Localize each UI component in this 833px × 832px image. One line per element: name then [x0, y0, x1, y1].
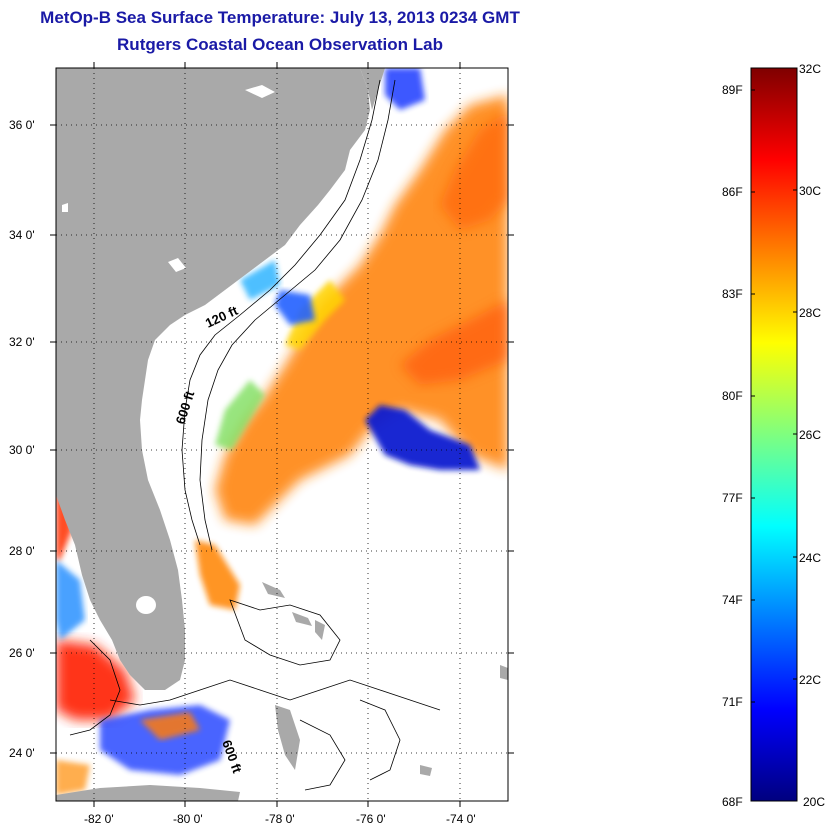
map-border — [55, 67, 509, 802]
colorbar-c-28: 28C — [799, 306, 822, 320]
colorbar-ticks — [751, 67, 797, 703]
colorbar-f-86: 86F — [722, 185, 743, 199]
colorbar-c-32: 32C — [799, 62, 822, 76]
map-subtitle: Rutgers Coastal Ocean Observation Lab — [117, 35, 443, 54]
colorbar-f-80: 80F — [722, 389, 743, 403]
colorbar-f-74: 74F — [722, 593, 743, 607]
graticule — [56, 68, 508, 801]
colorbar-f-89: 89F — [722, 83, 743, 97]
lat-label-26: 26 0' — [9, 646, 35, 660]
colorbar-f-83: 83F — [722, 287, 743, 301]
lon-label-74: -74 0' — [446, 812, 476, 826]
lakes-layer — [62, 85, 275, 614]
lon-label-78: -78 0' — [265, 812, 295, 826]
lat-label-24: 24 0' — [9, 746, 35, 760]
colorbar-c-26: 26C — [799, 428, 822, 442]
colorbar-c-20: 20C — [803, 795, 826, 809]
lat-label-30: 30 0' — [9, 443, 35, 457]
colorbar-c-24: 24C — [799, 551, 822, 565]
lon-label-80: -80 0' — [173, 812, 203, 826]
lat-label-28: 28 0' — [9, 544, 35, 558]
land-layer — [56, 68, 508, 801]
lon-label-76: -76 0' — [356, 812, 386, 826]
colorbar-f-68: 68F — [722, 795, 743, 809]
colorbar — [750, 67, 798, 802]
sst-data-layer — [56, 68, 508, 795]
colorbar-c-30: 30C — [799, 184, 822, 198]
lat-label-36: 36 0' — [9, 118, 35, 132]
lat-label-32: 32 0' — [9, 335, 35, 349]
lon-label-82: -82 0' — [84, 812, 114, 826]
colorbar-f-71: 71F — [722, 695, 743, 709]
colorbar-f-77: 77F — [722, 491, 743, 505]
colorbar-c-22: 22C — [799, 673, 822, 687]
axis-ticks — [50, 62, 514, 807]
lat-label-34: 34 0' — [9, 228, 35, 242]
bathymetry-contours — [69, 79, 441, 791]
map-title: MetOp-B Sea Surface Temperature: July 13… — [40, 8, 520, 27]
